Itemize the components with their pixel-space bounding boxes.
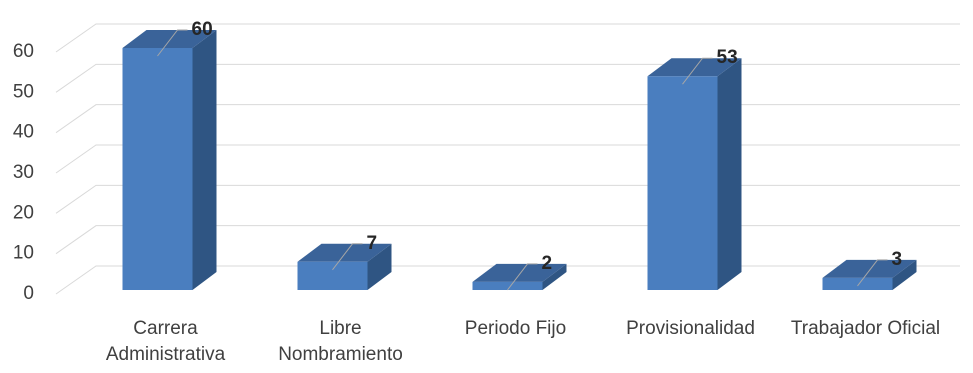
y-tick-label: 50 (13, 81, 34, 102)
x-tick-label: Periodo Fijo (464, 318, 567, 339)
leader-line (682, 57, 713, 85)
x-tick-label: Libre Nombramiento (278, 318, 403, 365)
bar-front (297, 261, 368, 290)
x-tick-label: Provisionalidad (626, 318, 755, 339)
bar-front (822, 277, 893, 290)
y-tick-label: 60 (13, 41, 34, 62)
bar-top (297, 243, 392, 262)
bar-side (892, 259, 917, 290)
value-label: 2 (542, 253, 553, 274)
leader-line (332, 243, 363, 271)
value-label: 3 (892, 249, 903, 270)
leader-line (857, 259, 888, 287)
bar (472, 263, 567, 290)
bar-front (472, 281, 543, 290)
value-label: 7 (367, 233, 378, 254)
bar-top (122, 30, 217, 48)
bar (822, 259, 917, 290)
y-tick-label: 20 (13, 202, 34, 223)
bar-side (367, 243, 392, 290)
x-tick-label: Carrera Administrativa (105, 318, 226, 365)
bar-side (192, 30, 217, 290)
bar-top (822, 259, 917, 278)
bar (122, 30, 217, 290)
leader-line (507, 263, 538, 291)
y-tick-label: 10 (13, 243, 34, 264)
bar-top (647, 58, 742, 77)
value-label: 53 (717, 47, 738, 68)
bar-top (472, 263, 567, 282)
grid-line (55, 23, 960, 53)
y-tick-label: 40 (13, 122, 34, 143)
y-tick-label: 30 (13, 162, 34, 183)
bar (297, 243, 392, 290)
y-tick-label: 0 (23, 283, 34, 304)
bar-side (542, 263, 567, 290)
value-label: 60 (192, 19, 213, 40)
bar-front (647, 76, 718, 290)
bar (647, 58, 742, 290)
leader-line (157, 29, 188, 57)
bar-side (717, 58, 742, 290)
x-tick-label: Trabajador Oficial (790, 318, 941, 339)
bar-front (122, 48, 193, 290)
